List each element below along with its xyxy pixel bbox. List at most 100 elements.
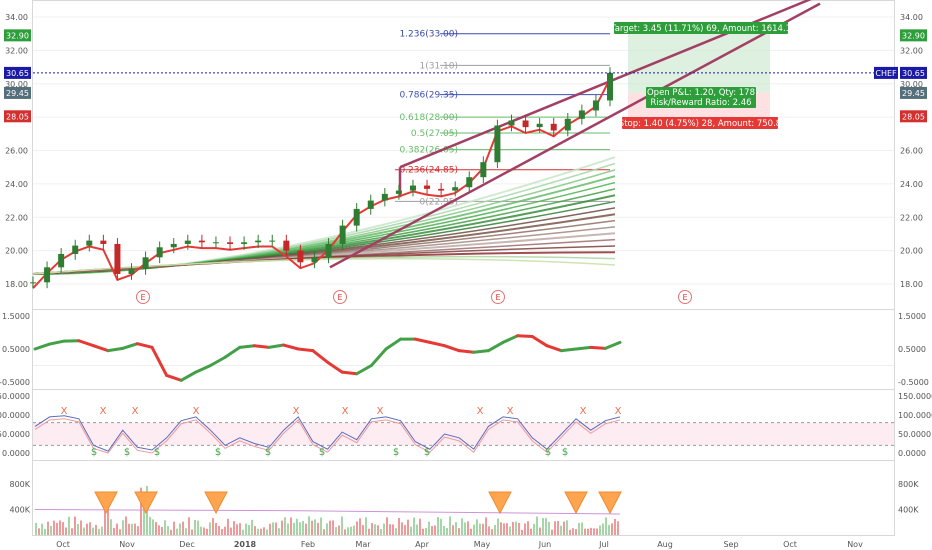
osc-y-tick-right: -0.5000 [898, 378, 929, 387]
volume-bar [458, 528, 460, 535]
volume-bar [479, 523, 481, 535]
volume-bar [497, 518, 499, 535]
candle [283, 234, 290, 257]
volume-bar [74, 516, 76, 535]
vol-y-tick-right: 400K [898, 506, 919, 515]
price-panel[interactable]: 34.0034.0032.0032.0030.0030.0028.0028.00… [4, 0, 927, 304]
volume-bar [485, 517, 487, 535]
volume-bar [380, 529, 382, 535]
volume-bar [557, 521, 559, 535]
x-tick: May [474, 540, 491, 549]
volume-bar [50, 525, 52, 535]
volume-bar [422, 528, 424, 535]
volume-bar [572, 528, 574, 535]
volume-bar [590, 527, 592, 535]
price-tag-entry-left: 29.45 [4, 86, 31, 99]
candle-body [480, 162, 487, 178]
candle-body [241, 242, 248, 244]
candle-body [30, 282, 36, 284]
price-tag-current-left-text: 30.65 [6, 69, 29, 78]
earnings-text: E [495, 293, 500, 302]
volume-bar [413, 517, 415, 535]
volume-bar [446, 528, 448, 535]
y-tick-right: 18.00 [900, 280, 923, 289]
candle [72, 239, 79, 260]
price-tag-stop-right: 28.05 [900, 110, 927, 123]
volume-panel[interactable]: 800K 800K 400K 400K [9, 480, 919, 535]
volume-spike-marker [598, 491, 622, 515]
volume-bar [89, 522, 91, 535]
candle [578, 104, 585, 125]
oscillator-panel[interactable]: 1.5000 1.5000 0.5000 0.5000 -0.5000 -0.5000 [0, 312, 929, 387]
stoch-oversold-marker: $ [393, 447, 399, 458]
volume-bar [419, 518, 421, 535]
rr-label: Risk/Reward Ratio: 2.46 [646, 97, 756, 108]
osc-segment [413, 337, 432, 344]
volume-bar [176, 528, 178, 535]
volume-bar [521, 529, 523, 535]
candle-body [452, 187, 459, 191]
volume-bar [551, 529, 553, 535]
volume-bar [158, 525, 160, 535]
osc-segment [77, 339, 95, 348]
osc-segment [238, 344, 256, 349]
price-tag-current-right-bg [900, 66, 927, 79]
stoch-band [33, 422, 894, 446]
volume-bar [143, 494, 145, 535]
candle-body [269, 240, 276, 242]
volume-bar [68, 516, 70, 535]
volume-bar [404, 525, 406, 535]
osc-segment [384, 337, 403, 351]
candle-body [522, 120, 529, 128]
volume-bar [164, 520, 166, 535]
fib-label: 0.5(27.05) [411, 129, 458, 139]
volume-bar [224, 526, 226, 535]
osc-segment [486, 340, 505, 353]
candle [409, 179, 416, 197]
volume-bar [323, 529, 325, 535]
fib-label: 1(31.10) [419, 61, 458, 71]
volume-bar [374, 524, 376, 535]
stoch-y-tick-left: 50.0000 [0, 430, 30, 439]
volume-bar [443, 526, 445, 535]
candle-body [438, 188, 445, 191]
candle [522, 114, 529, 133]
ma-line [32, 257, 616, 275]
stochastic-panel[interactable]: 150.0000 150.0000 100.0000 100.0000 50.0000 5… [0, 392, 932, 458]
stoch-oversold-marker: $ [424, 447, 430, 458]
candle-body [297, 250, 304, 263]
volume-bar [470, 528, 472, 535]
volume-bar [347, 527, 349, 535]
stoch-y-tick-left: 100.0000 [0, 411, 30, 420]
earnings-marker: E [136, 290, 150, 304]
volume-bar [317, 522, 319, 535]
osc-segment [311, 349, 329, 364]
candle-body [255, 240, 262, 243]
volume-bar [188, 517, 190, 535]
candle [142, 251, 149, 275]
volume-bar [395, 528, 397, 535]
volume-bar [71, 528, 73, 535]
volume-bar [569, 529, 571, 535]
candle [269, 234, 276, 247]
pnl-label-bg [646, 87, 756, 98]
volume-bar [308, 516, 310, 535]
osc-segment [223, 345, 242, 359]
candle-body [156, 247, 163, 258]
candle [564, 112, 571, 137]
volume-bar [119, 529, 121, 535]
volume-bar [353, 525, 355, 535]
volume-spike-marker [204, 491, 228, 515]
volume-bar [122, 520, 124, 535]
y-tick-right: 24.00 [900, 180, 923, 189]
volume-bar [476, 519, 478, 535]
price-tag-stop-left: 28.05 [4, 110, 31, 123]
earnings-circle [678, 290, 692, 304]
volume-bar [263, 527, 265, 535]
price-tag-current-left-bg [4, 66, 31, 79]
candle-body [536, 123, 543, 128]
volume-bar [506, 523, 508, 535]
volume-bar [332, 520, 334, 535]
osc-signal [34, 335, 621, 381]
